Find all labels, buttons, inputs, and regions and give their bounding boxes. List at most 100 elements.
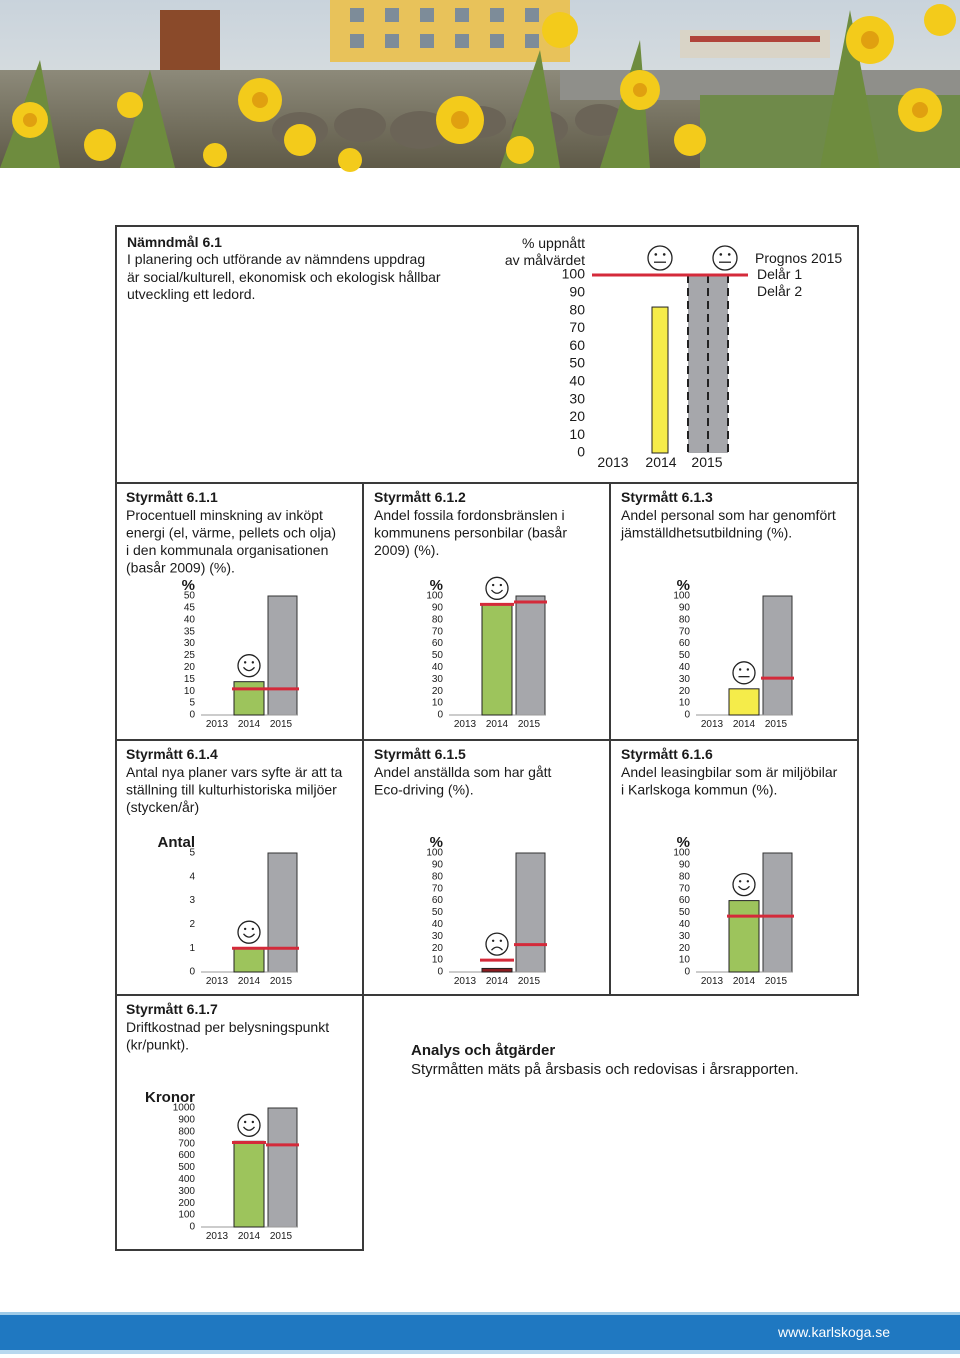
face-mouth [491,589,503,594]
measure-text: (stycken/år) [126,799,199,815]
face-eye [662,253,666,256]
face-mouth [491,946,503,951]
face-happy [237,654,261,678]
y-tick-label: 80 [679,614,691,625]
analysis-title: Analys och åtgärder [411,1042,555,1059]
face-outline [237,654,261,678]
y-tick-label: 30 [679,674,691,685]
measure-title: Styrmått 6.1.1 [126,489,218,505]
face-outline [712,245,738,271]
measure-text: Andel personal som har genomfört [621,507,836,523]
y-tick-label: 40 [679,919,691,930]
y-tick-label: 1 [189,943,195,954]
measure-text: ställning till kulturhistoriska miljöer [126,782,337,798]
goal-text: utveckling ett ledord. [127,286,255,302]
y-tick-label: 60 [432,895,444,906]
x-tick-label: 2015 [518,719,541,730]
y-tick-label: 0 [684,967,690,978]
face-eye [491,583,495,587]
y-tick-label: 90 [679,603,691,614]
forecast-column [515,595,546,716]
forecast-column [515,852,546,973]
measure-panel: Styrmått 6.1.4 Antal nya planer vars syft… [126,746,343,987]
y-tick-label: 10 [184,686,196,697]
face-happy [237,920,261,944]
y-tick-label: 100 [673,848,690,859]
face-eye [491,939,495,943]
face-eye [251,927,255,931]
y-tick-label: 10 [432,955,444,966]
y-tick-label: 100 [673,591,690,602]
y-tick-label: 0 [189,1222,195,1233]
y-tick-label: 20 [184,662,196,673]
y-tick-label: 300 [178,1186,195,1197]
measure-panel: Styrmått 6.1.6 Andel leasingbilar som är … [621,746,838,987]
bar [651,306,669,454]
y-tick-label: 10 [679,698,691,709]
unit-label: % [677,834,690,851]
x-tick-label: 2013 [701,719,724,730]
measure-text: Driftkostnad per belysningspunkt [126,1019,329,1035]
forecast-column [267,852,298,973]
y-tick-label: 90 [432,860,444,871]
face-outline [485,932,509,956]
y-tick-label: 4 [189,871,195,882]
y-tick-label: 50 [679,650,691,661]
x-tick-label: 2013 [206,1231,229,1242]
axis-label: av målvärdet [505,252,585,268]
y-tick-label: 10 [569,426,585,442]
legend-label: Delår 1 [757,266,802,282]
y-tick-label: 100 [426,591,443,602]
measure-title: Styrmått 6.1.2 [374,489,466,505]
y-tick-label: 70 [679,626,691,637]
face-sad [485,932,509,956]
face-eye [243,661,247,664]
y-tick-label: 200 [178,1198,195,1209]
y-tick-label: 40 [679,662,691,673]
y-tick-label: 30 [569,390,585,406]
y-tick-label: 80 [432,871,444,882]
y-tick-label: 100 [562,266,586,282]
y-tick-label: 50 [569,355,585,371]
x-tick-label: 2014 [238,719,261,730]
y-tick-label: 30 [184,638,196,649]
face-mouth [243,1126,255,1131]
legend-label: Delår 2 [757,283,802,299]
y-tick-label: 30 [432,931,444,942]
y-tick-label: 100 [178,1210,195,1221]
face-mouth [243,666,255,672]
face-eye [738,880,742,883]
x-tick-label: 2013 [597,454,628,470]
y-tick-label: 500 [178,1162,195,1173]
bar [233,1140,265,1228]
face-outline [237,1113,261,1137]
frame [115,225,859,1251]
y-tick-label: 5 [189,698,195,709]
y-tick-label: 90 [679,860,691,871]
forecast-column [762,595,793,716]
measure-text: Eco-driving (%). [374,782,474,798]
y-tick-label: 50 [432,907,444,918]
y-tick-label: 20 [679,943,691,954]
y-tick-label: 1000 [173,1103,196,1114]
y-tick-label: 20 [679,686,691,697]
measure-text: Andel leasingbilar som är miljöbilar [621,764,838,780]
x-tick-label: 2013 [206,719,229,730]
measure-panel: Styrmått 6.1.2 Andel fossila fordonsbräns… [374,489,567,730]
y-tick-label: 30 [679,931,691,942]
y-tick-label: 80 [569,301,585,317]
y-tick-label: 60 [569,337,585,353]
measure-text: kommunens personbilar (basår [374,525,567,541]
y-tick-label: 2 [189,919,195,930]
x-tick-label: 2015 [270,976,293,987]
header-photo [0,0,960,172]
x-tick-label: 2015 [691,454,722,470]
measure-title: Styrmått 6.1.7 [126,1001,218,1017]
measure-text: energi (el, värme, pellets och olja) [126,525,336,541]
x-tick-label: 2014 [486,719,509,730]
face-eye [746,880,750,883]
y-tick-label: 100 [426,848,443,859]
unit-label: Antal [158,834,196,851]
y-tick-label: 40 [184,614,196,625]
y-tick-label: 50 [184,591,196,602]
